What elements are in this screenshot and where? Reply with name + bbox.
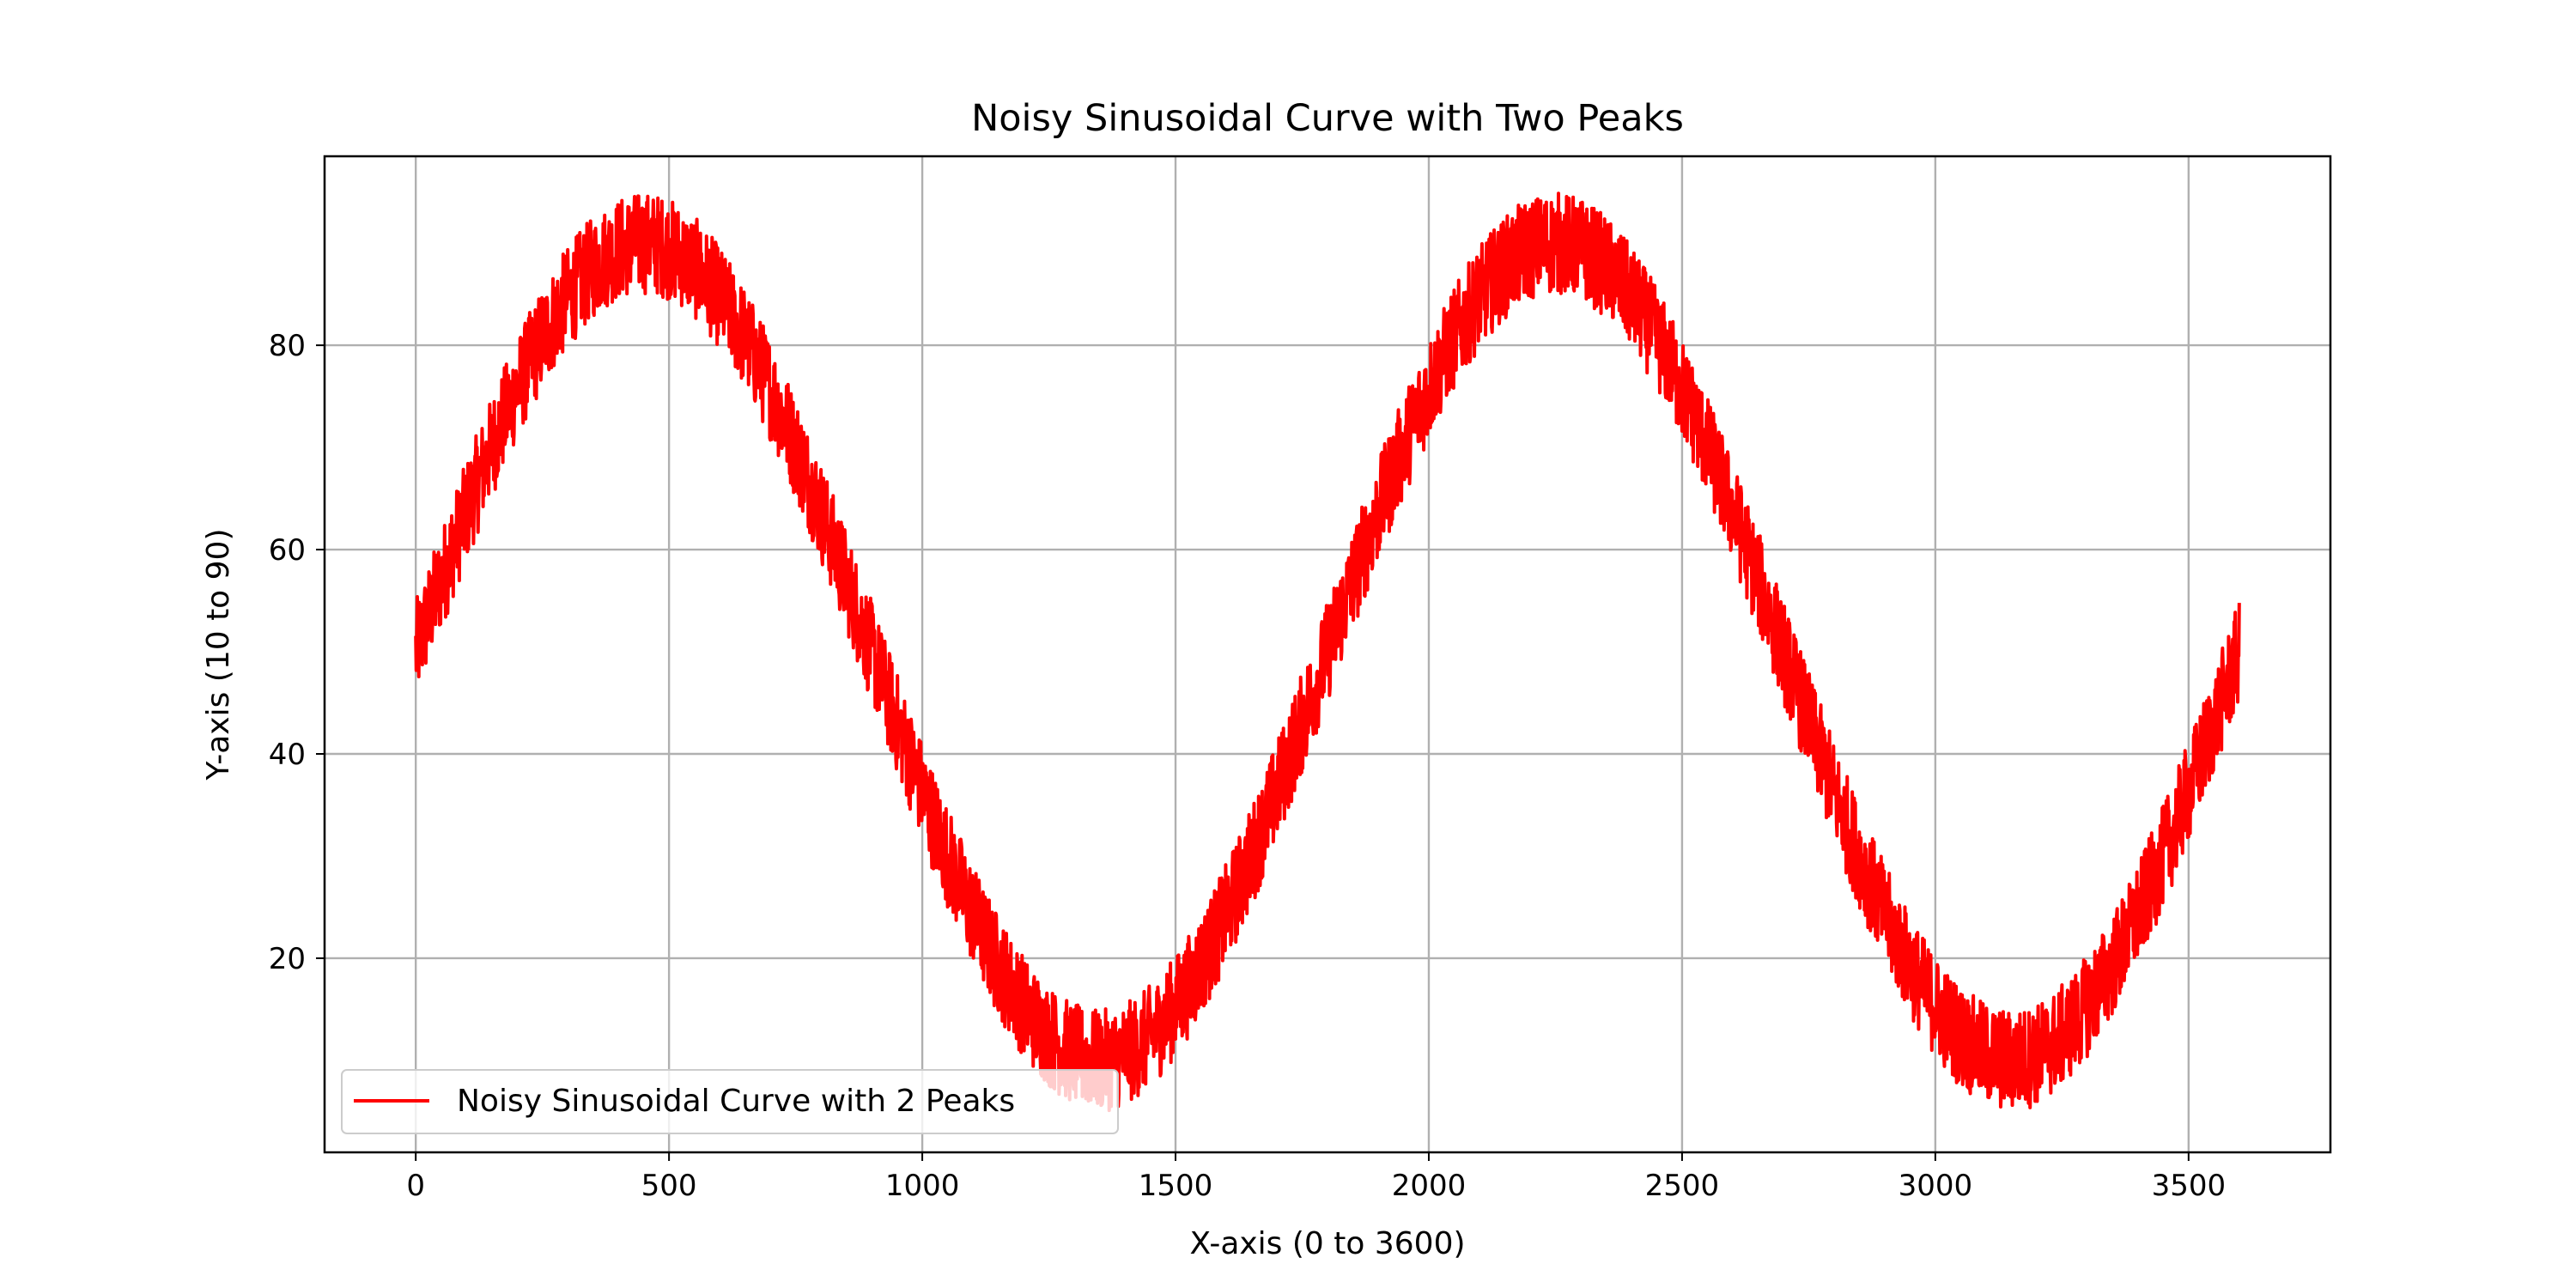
legend-label: Noisy Sinusoidal Curve with 2 Peaks: [457, 1084, 1015, 1119]
legend: Noisy Sinusoidal Curve with 2 Peaks: [341, 1069, 1119, 1134]
chart-title: Noisy Sinusoidal Curve with Two Peaks: [971, 97, 1684, 140]
x-tick-label: 500: [641, 1169, 697, 1203]
x-tick-label: 1000: [885, 1169, 960, 1203]
x-tick-label: 3500: [2152, 1169, 2227, 1203]
x-tick-label: 0: [406, 1169, 425, 1203]
y-tick-label: 40: [269, 738, 306, 772]
legend-box: [341, 1069, 1119, 1134]
y-tick-label: 80: [269, 329, 306, 363]
x-axis-ticks: 0 500 1000 1500 2000 2500 3000 3500: [406, 1152, 2226, 1203]
x-axis-title: X-axis (0 to 3600): [1189, 1226, 1465, 1261]
y-axis-title: Y-axis (10 to 90): [201, 528, 236, 781]
data-layer: [414, 191, 2241, 1113]
y-tick-label: 60: [269, 533, 306, 568]
y-tick-label: 20: [269, 942, 306, 976]
series-line: [414, 191, 2241, 1113]
x-tick-label: 3000: [1899, 1169, 1973, 1203]
y-axis-ticks: 20 40 60 80: [269, 329, 325, 976]
grid: [325, 156, 2330, 1152]
x-tick-label: 2000: [1392, 1169, 1467, 1203]
x-tick-label: 2500: [1645, 1169, 1720, 1203]
plot-frame: [323, 155, 2332, 1154]
x-tick-label: 1500: [1139, 1169, 1213, 1203]
